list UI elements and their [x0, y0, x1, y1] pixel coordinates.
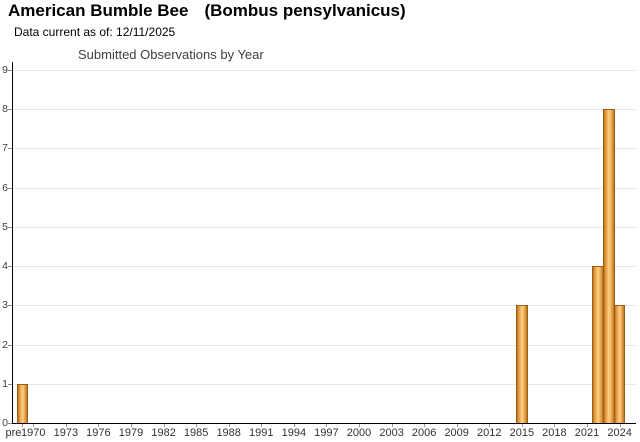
x-axis-tick-2015: [521, 424, 523, 427]
gridline-y3: [13, 305, 636, 306]
y-axis-tick-1: [8, 384, 12, 385]
gridline-y1: [13, 384, 636, 385]
y-axis-label-1: 1: [2, 378, 8, 390]
x-axis-label-2006: 2006: [411, 427, 437, 439]
x-axis-label-pre: pre: [5, 427, 22, 439]
y-axis-tick-4: [8, 266, 12, 267]
x-axis-label-1985: 1985: [183, 427, 209, 439]
x-axis-label-1991: 1991: [249, 427, 274, 439]
x-axis-label-1973: 1973: [53, 427, 79, 439]
x-axis-label-1997: 1997: [314, 427, 339, 439]
gridline-y7: [13, 148, 636, 149]
x-axis-label-1970: 1970: [21, 427, 46, 439]
y-axis-label-0: 0: [2, 417, 8, 429]
species-scientific-name: (Bombus pensylvanicus): [204, 1, 406, 20]
y-axis-line: [12, 62, 13, 424]
x-axis-tick-2024: [619, 424, 621, 427]
y-axis-tick-3: [8, 305, 12, 306]
x-axis-tick-1988: [228, 424, 230, 427]
gridline-y5: [13, 227, 636, 228]
y-axis-tick-9: [8, 70, 12, 71]
y-axis-label-6: 6: [2, 182, 8, 194]
x-axis-line: [12, 423, 636, 424]
data-current-text: Data current as of: 12/11/2025: [14, 25, 176, 39]
x-axis-tick-1991: [261, 424, 263, 427]
y-axis-tick-2: [8, 345, 12, 346]
gridline-y4: [13, 266, 636, 267]
y-axis-tick-8: [8, 109, 12, 110]
x-axis-label-2012: 2012: [477, 427, 502, 439]
x-axis-label-1994: 1994: [281, 427, 307, 439]
x-axis-label-1979: 1979: [118, 427, 144, 439]
x-axis-tick-1997: [326, 424, 328, 427]
x-axis-tick-2012: [489, 424, 491, 427]
x-axis-tick-1985: [196, 424, 198, 427]
x-axis-label-2000: 2000: [346, 427, 372, 439]
x-axis-tick-1970: [33, 424, 35, 427]
x-axis-tick-1982: [163, 424, 165, 427]
x-axis-label-1976: 1976: [86, 427, 111, 439]
x-axis-tick-1994: [293, 424, 295, 427]
x-axis-label-2009: 2009: [444, 427, 469, 439]
x-axis-label-1988: 1988: [216, 427, 241, 439]
gridline-y6: [13, 188, 636, 189]
x-axis-tick-2003: [391, 424, 393, 427]
x-axis-tick-2006: [424, 424, 426, 427]
x-axis-tick-1976: [98, 424, 100, 427]
x-axis-tick-1979: [131, 424, 132, 427]
x-axis-tick-2018: [554, 424, 556, 427]
y-axis-label-2: 2: [2, 339, 8, 351]
page-title: American Bumble Bee (Bombus pensylvanicus…: [8, 1, 406, 21]
x-axis-label-2021: 2021: [574, 427, 600, 439]
x-axis-label-2024: 2024: [607, 427, 632, 439]
x-axis-label-1982: 1982: [151, 427, 176, 439]
gridline-y9: [13, 70, 636, 71]
x-axis-label-2003: 2003: [379, 427, 404, 439]
gridline-y8: [13, 109, 636, 110]
bar-2024: [613, 305, 626, 423]
x-axis-tick-pre: [22, 424, 24, 427]
y-axis-tick-5: [8, 227, 12, 228]
y-axis-tick-7: [8, 148, 12, 149]
species-common-name: American Bumble Bee: [8, 1, 189, 20]
y-axis-label-3: 3: [2, 299, 8, 311]
x-axis-tick-2009: [456, 424, 458, 427]
y-axis-tick-0: [8, 423, 12, 424]
gridline-y2: [13, 345, 636, 346]
x-axis-tick-2021: [587, 424, 588, 427]
bar-pre-1970: [16, 383, 29, 423]
y-axis-label-7: 7: [2, 142, 8, 154]
y-axis-label-5: 5: [2, 221, 8, 233]
y-axis-label-9: 9: [2, 64, 8, 76]
y-axis-label-4: 4: [2, 260, 8, 272]
chart-title: Submitted Observations by Year: [78, 47, 264, 62]
x-axis-tick-1973: [65, 424, 67, 427]
y-axis-label-8: 8: [2, 103, 8, 115]
bar-2015: [516, 305, 528, 423]
bar-2022: [592, 266, 604, 423]
x-axis-label-2018: 2018: [542, 427, 567, 439]
x-axis-label-2015: 2015: [509, 427, 535, 439]
y-axis-tick-6: [8, 188, 12, 189]
bar-2023: [603, 109, 615, 423]
x-axis-tick-2000: [359, 424, 360, 427]
